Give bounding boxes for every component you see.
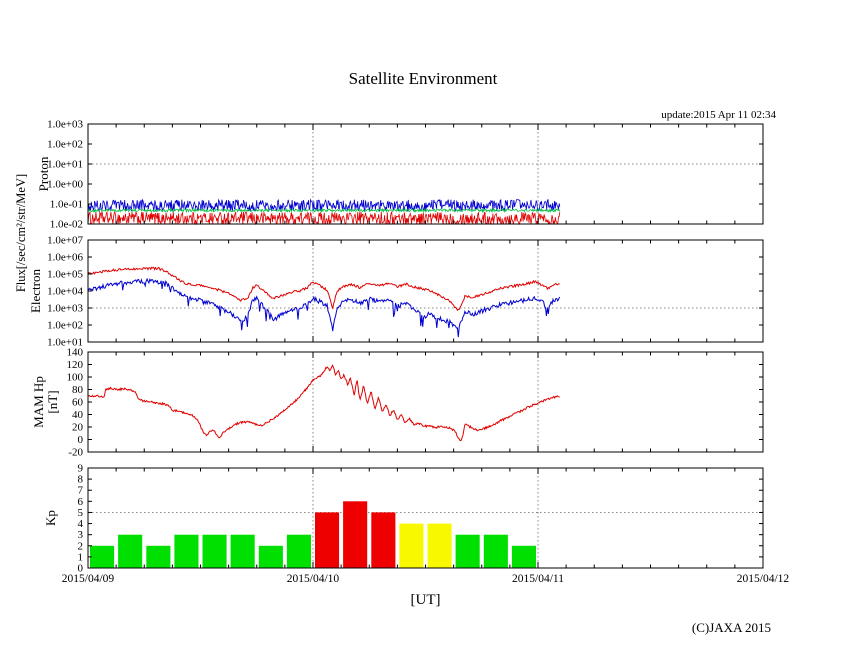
y-tick-label: 1.0e+03 <box>47 303 83 315</box>
y-tick-label: 120 <box>67 359 84 371</box>
y-tick-label: 0 <box>78 434 84 446</box>
y-tick-label: 6 <box>78 496 84 508</box>
y-tick-label: 80 <box>72 384 84 396</box>
y-tick-label: -20 <box>68 447 83 459</box>
y-tick-label: 140 <box>67 347 84 359</box>
kp-bar <box>399 523 424 568</box>
panel-electron: 1.0e+07 1.0e+06 1.0e+05 1.0e+04 1.0e+03 1.0e+… <box>47 235 764 349</box>
y-tick-label: 1.0e+06 <box>47 252 83 264</box>
kp-bar <box>258 545 283 568</box>
y-tick-label: 1.0e+02 <box>47 320 83 332</box>
kp-bar <box>90 545 115 568</box>
kp-bar <box>202 534 227 568</box>
y-tick-label: 40 <box>72 409 84 421</box>
kp-bar <box>118 534 143 568</box>
y-tick-label: 1.0e+03 <box>47 119 83 131</box>
y-tick-label: 0 <box>78 563 84 575</box>
kp-bar <box>174 534 199 568</box>
kp-bar <box>230 534 255 568</box>
y-tick-label: 1.0e+00 <box>47 179 83 191</box>
y-tick-label: 1.0e+02 <box>47 139 83 151</box>
series-hp <box>87 364 560 442</box>
update-timestamp: update:2015 Apr 11 02:34 <box>661 109 776 121</box>
y-tick-label: 2 <box>78 540 84 552</box>
x-tick-label: 2015/04/11 <box>512 573 564 585</box>
y-tick-label: 1.0e-02 <box>50 219 83 231</box>
y-tick-label: 8 <box>78 474 84 486</box>
copyright: (C)JAXA 2015 <box>691 620 771 635</box>
series-proton-low <box>87 210 561 226</box>
y-tick-label: 1.0e+01 <box>47 337 83 349</box>
kp-bar <box>427 523 452 568</box>
y-tick-label: 1.0e-01 <box>50 199 83 211</box>
kp-bar <box>315 512 340 568</box>
kp-bar <box>286 534 311 568</box>
kp-bar <box>511 545 536 568</box>
y-tick-label: 3 <box>78 529 84 541</box>
kp-bar <box>371 512 396 568</box>
y-tick-label: 4 <box>78 518 84 530</box>
kp-bar <box>483 534 508 568</box>
series-proton-mid <box>87 207 561 214</box>
kp-bar <box>146 545 171 568</box>
y-tick-label: 60 <box>72 397 84 409</box>
y-tick-label: 1.0e+07 <box>47 235 83 247</box>
y-tick-label: 1.0e+04 <box>47 286 83 298</box>
y-tick-label: 1 <box>78 551 84 563</box>
kp-bar <box>455 534 480 568</box>
y-tick-label: 20 <box>72 422 84 434</box>
panel-frame <box>87 351 764 453</box>
panel-proton: 1.0e+03 1.0e+02 1.0e+01 1.0e+00 1.0e-01 1.0e-… <box>47 119 764 231</box>
series-electron-low <box>87 277 561 338</box>
y-tick-label: 1.0e+01 <box>47 159 83 171</box>
y-tick-label: 100 <box>67 372 84 384</box>
ut-axis-label: [UT] <box>410 592 441 608</box>
panel-frame <box>87 239 764 343</box>
series-proton-high <box>87 198 561 213</box>
x-tick-label: 2015/04/09 <box>62 573 115 585</box>
x-tick-label: 2015/04/12 <box>737 573 790 585</box>
y-tick-label: 1.0e+05 <box>47 269 83 281</box>
series-electron-high <box>87 266 560 312</box>
y-tick-label: 9 <box>78 463 84 475</box>
chart-title: Satellite Environment <box>348 69 498 88</box>
y-tick-label: 7 <box>78 485 84 497</box>
kp-bar <box>343 501 368 568</box>
y-tick-label: 5 <box>78 507 84 519</box>
x-tick-label: 2015/04/10 <box>287 573 340 585</box>
